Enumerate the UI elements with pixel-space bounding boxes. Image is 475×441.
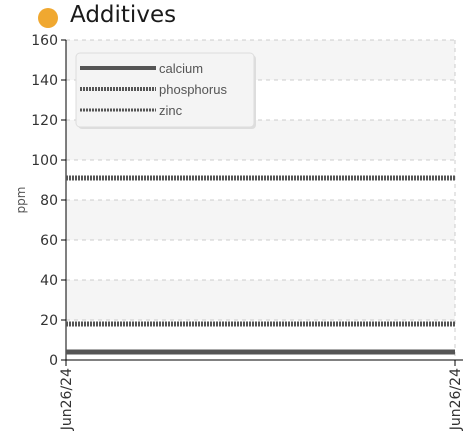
chart-title: Additives (70, 2, 177, 28)
x-tick-label: Jun26/24 (448, 368, 464, 431)
legend-label-calcium: calcium (159, 61, 203, 76)
y-axis-label: ppm (14, 187, 28, 214)
y-tick-label: 0 (49, 353, 58, 369)
y-tick-label: 100 (31, 153, 58, 169)
title-dot-icon (38, 8, 58, 28)
y-tick-label: 40 (40, 273, 58, 289)
y-tick-label: 20 (40, 313, 58, 329)
x-tick-label: Jun26/24 (59, 368, 75, 431)
y-tick-label: 160 (31, 33, 58, 49)
grid-band (66, 200, 455, 240)
y-tick-label: 120 (31, 113, 58, 129)
y-tick-label: 80 (40, 193, 58, 209)
y-tick-label: 140 (31, 73, 58, 89)
legend-label-phosphorus: phosphorus (159, 82, 227, 97)
y-tick-label: 60 (40, 233, 58, 249)
grid-band (66, 280, 455, 320)
legend-label-zinc: zinc (159, 103, 183, 118)
